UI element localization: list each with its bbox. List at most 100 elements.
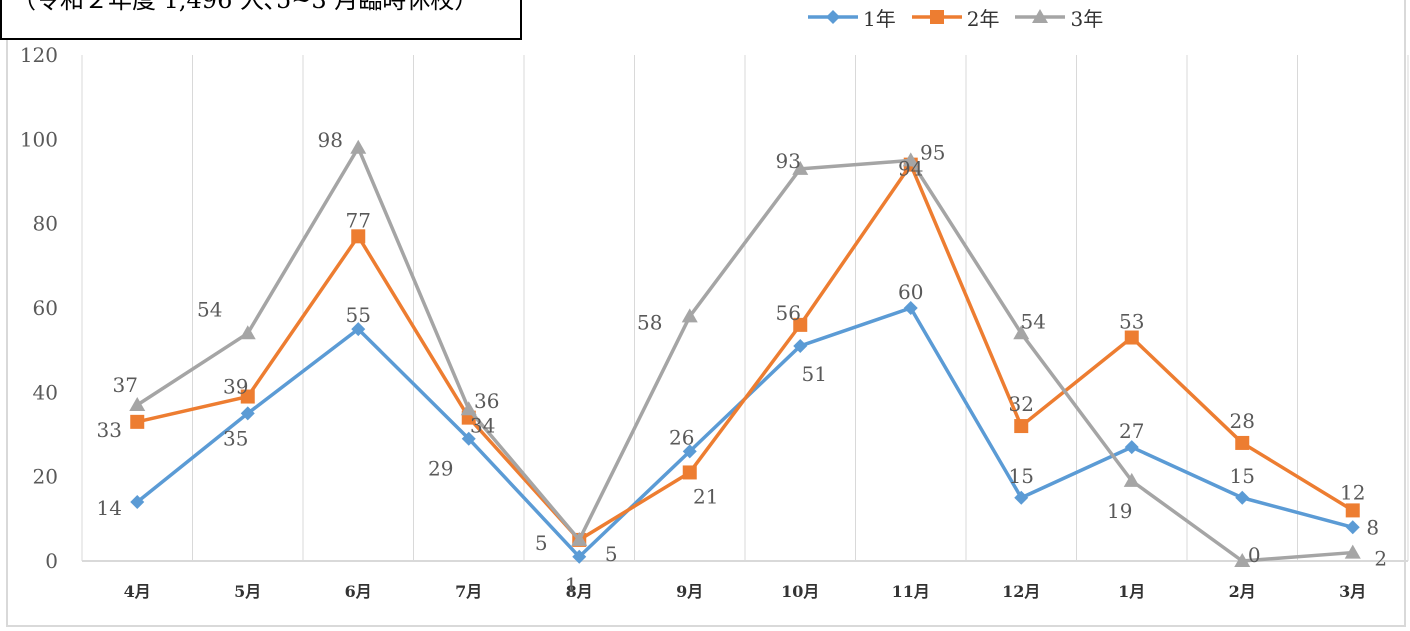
series-3年	[129, 139, 1361, 567]
data-point	[681, 308, 698, 323]
data-label: 94	[898, 157, 923, 181]
data-label: 1	[565, 573, 578, 597]
chart-frame	[6, 0, 1406, 627]
data-label: 93	[776, 149, 801, 173]
data-point	[929, 10, 944, 24]
x-tick-label: 7月	[455, 582, 482, 601]
data-label: 36	[474, 389, 499, 413]
data-label: 5	[535, 531, 548, 555]
data-point	[682, 465, 697, 480]
data-point	[1123, 472, 1140, 487]
data-point	[1234, 553, 1251, 567]
legend-item: 1年	[806, 3, 896, 32]
data-label: 19	[1107, 499, 1132, 523]
x-tick-label: 3月	[1339, 582, 1366, 601]
y-tick-label: 80	[33, 212, 58, 236]
data-point	[130, 414, 145, 429]
data-label: 39	[223, 375, 248, 399]
x-tick-label: 6月	[345, 582, 372, 601]
legend-item: 3年	[1013, 3, 1103, 32]
data-label: 0	[1248, 543, 1261, 567]
data-label: 14	[97, 496, 122, 520]
series-line	[136, 146, 1353, 563]
data-label: 8	[1366, 515, 1379, 539]
x-tick-label: 5月	[234, 582, 261, 601]
data-point	[1014, 490, 1029, 505]
data-point	[1014, 419, 1029, 434]
y-tick-label: 120	[20, 43, 58, 67]
data-point	[461, 431, 476, 446]
data-label: 15	[1009, 464, 1034, 488]
data-point	[1235, 490, 1250, 505]
data-label: 21	[693, 484, 718, 508]
legend: 1年 2年 3年	[806, 3, 1117, 32]
x-tick-label: 2月	[1229, 582, 1256, 601]
data-point	[239, 325, 256, 340]
data-point	[460, 401, 477, 416]
data-label: 58	[637, 310, 662, 334]
data-label: 34	[470, 414, 495, 438]
data-label: 95	[920, 140, 945, 164]
data-label: 56	[776, 301, 801, 325]
title-box: （令和２年度 1,496 人､5~3 月臨時休校）	[0, 0, 522, 40]
data-point	[793, 338, 808, 353]
series-line	[136, 162, 1354, 542]
data-point	[902, 152, 919, 167]
legend-swatch	[808, 10, 858, 24]
data-point	[240, 389, 255, 404]
data-point	[1345, 503, 1360, 518]
data-point	[129, 396, 146, 411]
data-label: 54	[197, 297, 222, 321]
legend-item: 2年	[910, 3, 1000, 32]
data-label: 12	[1340, 480, 1365, 504]
data-label: 28	[1230, 409, 1255, 433]
x-tick-label: 4月	[124, 582, 151, 601]
data-label: 32	[1009, 392, 1034, 416]
data-point	[1124, 330, 1139, 345]
data-label: 29	[428, 457, 453, 481]
y-tick-label: 20	[33, 465, 58, 489]
legend-label: 1年	[863, 6, 896, 31]
data-label: 2	[1374, 547, 1387, 571]
data-label: 33	[97, 418, 122, 442]
data-point	[351, 229, 366, 244]
data-point	[350, 139, 367, 154]
x-tick-label: 11月	[892, 582, 930, 601]
data-label: 51	[802, 362, 827, 386]
data-label: 37	[113, 373, 138, 397]
data-point	[792, 160, 809, 175]
data-point	[1032, 9, 1049, 23]
x-tick-label: 1月	[1118, 582, 1145, 601]
chart-title: （令和２年度 1,496 人､5~3 月臨時休校）	[12, 0, 479, 14]
data-point	[240, 406, 255, 421]
data-label: 15	[1230, 464, 1255, 488]
data-label: 26	[669, 425, 694, 449]
data-point	[571, 531, 588, 546]
data-label: 54	[1021, 309, 1046, 333]
legend-label: 2年	[966, 6, 1000, 31]
data-point	[903, 301, 918, 315]
data-point	[682, 444, 697, 459]
data-point	[826, 10, 840, 24]
data-point	[1344, 544, 1361, 559]
data-point	[1235, 435, 1250, 450]
data-point	[1124, 440, 1139, 455]
data-point	[1013, 325, 1030, 340]
data-point	[351, 322, 366, 337]
y-tick-label: 0	[45, 549, 58, 573]
legend-swatch	[1015, 9, 1066, 23]
data-label: 98	[318, 128, 343, 152]
x-tick-label: 10月	[781, 582, 819, 601]
data-point	[1345, 520, 1360, 535]
data-point	[572, 549, 587, 564]
data-label: 35	[223, 426, 248, 450]
data-label: 5	[605, 542, 618, 566]
data-label: 60	[898, 280, 923, 304]
y-tick-label: 60	[33, 296, 58, 320]
data-label: 55	[346, 303, 371, 327]
y-tick-label: 40	[33, 380, 58, 404]
data-label: 77	[346, 208, 371, 232]
x-tick-label: 8月	[566, 582, 593, 601]
legend-label: 3年	[1070, 6, 1104, 31]
